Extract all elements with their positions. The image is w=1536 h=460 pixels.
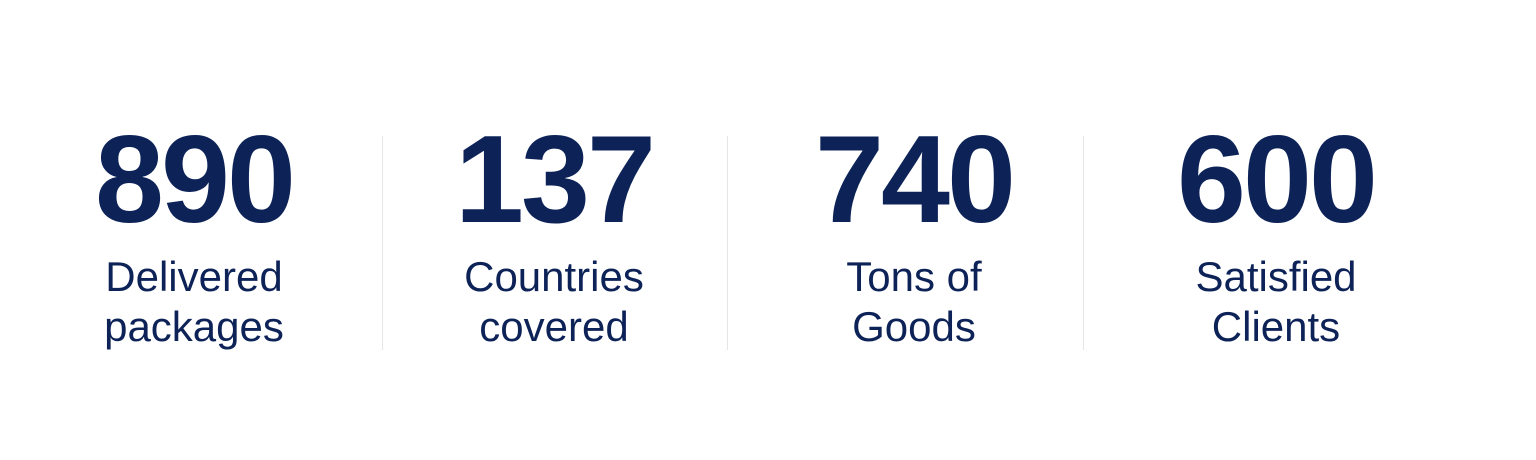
stat-countries-covered: 137 Countries covered bbox=[384, 118, 724, 352]
stat-delivered-packages: 890 Delivered packages bbox=[24, 118, 364, 352]
stat-value: 740 bbox=[815, 111, 1016, 249]
stat-label: Satisfied Clients bbox=[1195, 253, 1357, 350]
stat-divider bbox=[382, 136, 383, 350]
stat-divider bbox=[1083, 136, 1084, 350]
stat-label: Tons of Goods bbox=[846, 253, 982, 350]
stat-value: 600 bbox=[1177, 111, 1378, 249]
stat-label: Countries covered bbox=[464, 253, 644, 350]
stat-satisfied-clients: 600 Satisfied Clients bbox=[1106, 118, 1446, 352]
stat-value: 137 bbox=[455, 111, 656, 249]
stat-label: Delivered packages bbox=[104, 253, 284, 350]
stat-tons-of-goods: 740 Tons of Goods bbox=[744, 118, 1084, 352]
stat-divider bbox=[727, 136, 728, 350]
stat-value: 890 bbox=[95, 111, 296, 249]
